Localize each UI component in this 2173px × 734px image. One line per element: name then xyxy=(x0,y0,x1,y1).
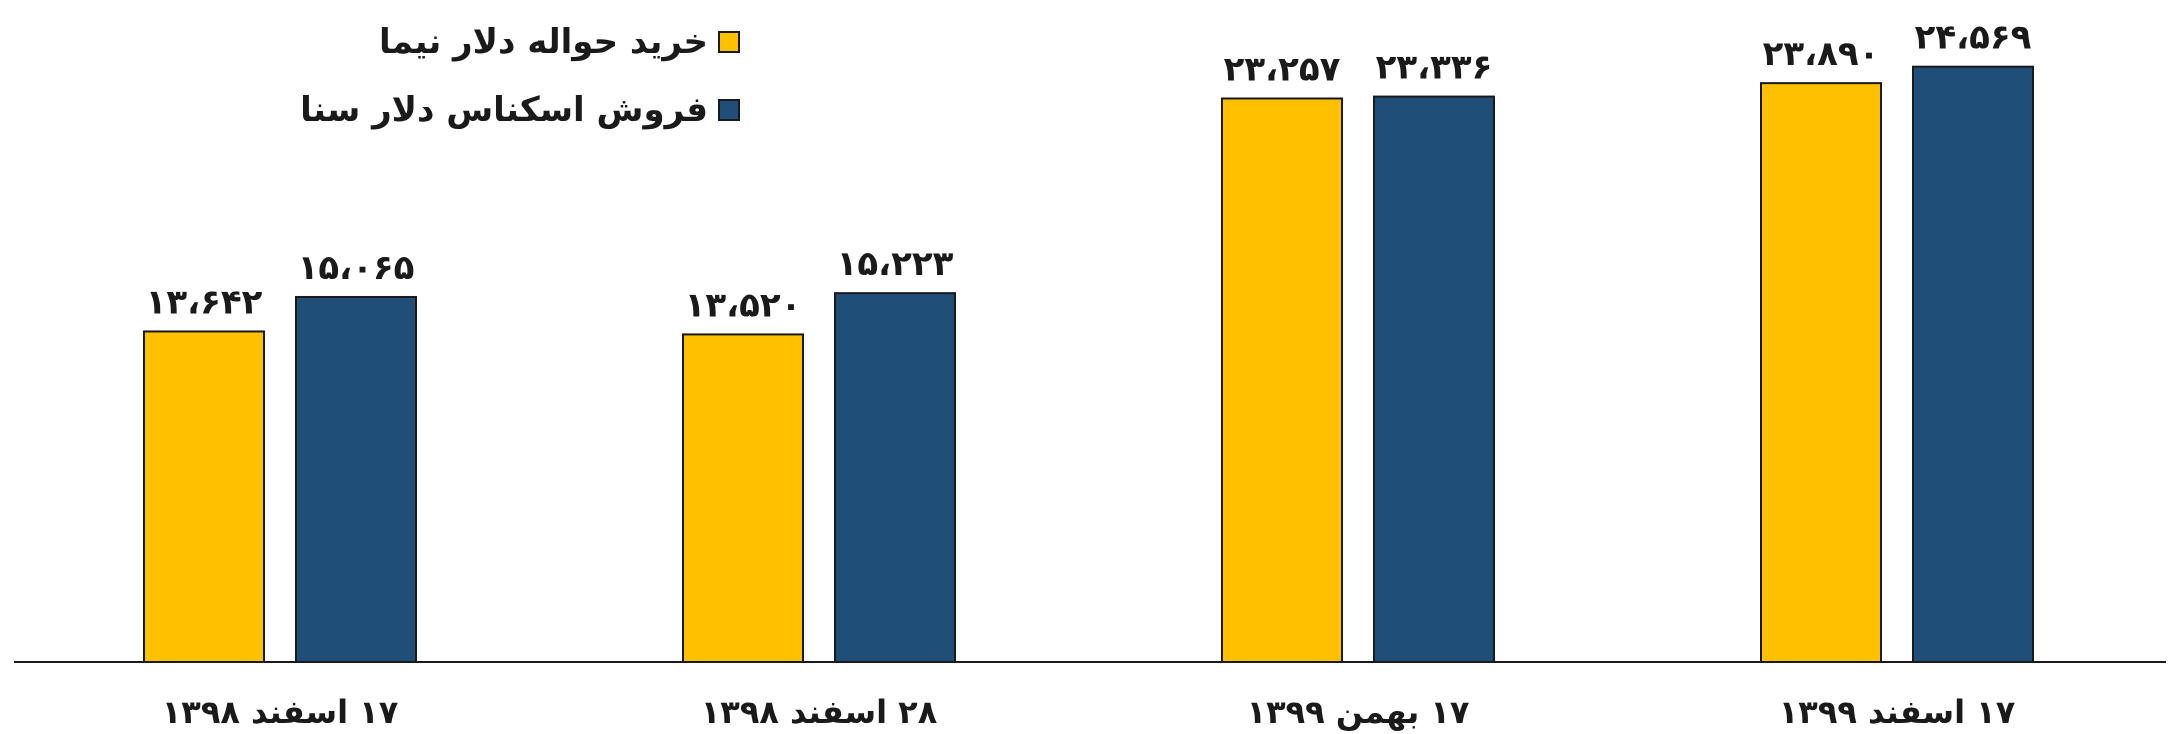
bar-series1-cat3 xyxy=(1221,97,1343,663)
legend-item-sana-sale: فروش اسکناس دلار سنا xyxy=(300,76,740,144)
bar-series1-cat1 xyxy=(143,330,265,663)
x-tick-label-2: ۲۸ اسفند ۱۳۹۸ xyxy=(701,693,938,731)
legend-item-nima-purchase: خرید حواله دلار نیما xyxy=(320,8,740,76)
x-tick-label-4: ۱۷ اسفند ۱۳۹۹ xyxy=(1779,693,2016,731)
legend-swatch-yellow xyxy=(718,31,740,53)
bar-series2-cat1 xyxy=(295,295,417,663)
data-label-series1-cat1: ۱۳،۶۴۲ xyxy=(146,282,263,322)
bar-series2-cat2 xyxy=(834,292,956,663)
bar-series2-cat4 xyxy=(1912,65,2034,664)
data-label-series2-cat3: ۲۳،۳۳۶ xyxy=(1376,48,1493,88)
data-label-series2-cat4: ۲۴،۵۶۹ xyxy=(1915,18,2032,58)
data-label-series1-cat2: ۱۳،۵۲۰ xyxy=(685,285,802,325)
data-label-series2-cat1: ۱۵،۰۶۵ xyxy=(298,248,415,288)
data-label-series1-cat3: ۲۳،۲۵۷ xyxy=(1224,49,1341,89)
x-tick-label-3: ۱۷ بهمن ۱۳۹۹ xyxy=(1247,693,1470,731)
data-label-series2-cat2: ۱۵،۲۲۳ xyxy=(837,244,954,284)
x-tick-label-1: ۱۷ اسفند ۱۳۹۸ xyxy=(162,693,399,731)
bar-series1-cat2 xyxy=(682,333,804,663)
legend-label-nima-purchase: خرید حواله دلار نیما xyxy=(379,22,708,62)
legend-swatch-blue xyxy=(718,99,740,121)
legend: خرید حواله دلار نیما فروش اسکناس دلار سن… xyxy=(300,8,740,144)
data-label-series1-cat4: ۲۳،۸۹۰ xyxy=(1763,34,1880,74)
bar-series2-cat3 xyxy=(1373,95,1495,663)
legend-label-sana-sale: فروش اسکناس دلار سنا xyxy=(300,90,708,130)
bar-series1-cat4 xyxy=(1760,82,1882,663)
